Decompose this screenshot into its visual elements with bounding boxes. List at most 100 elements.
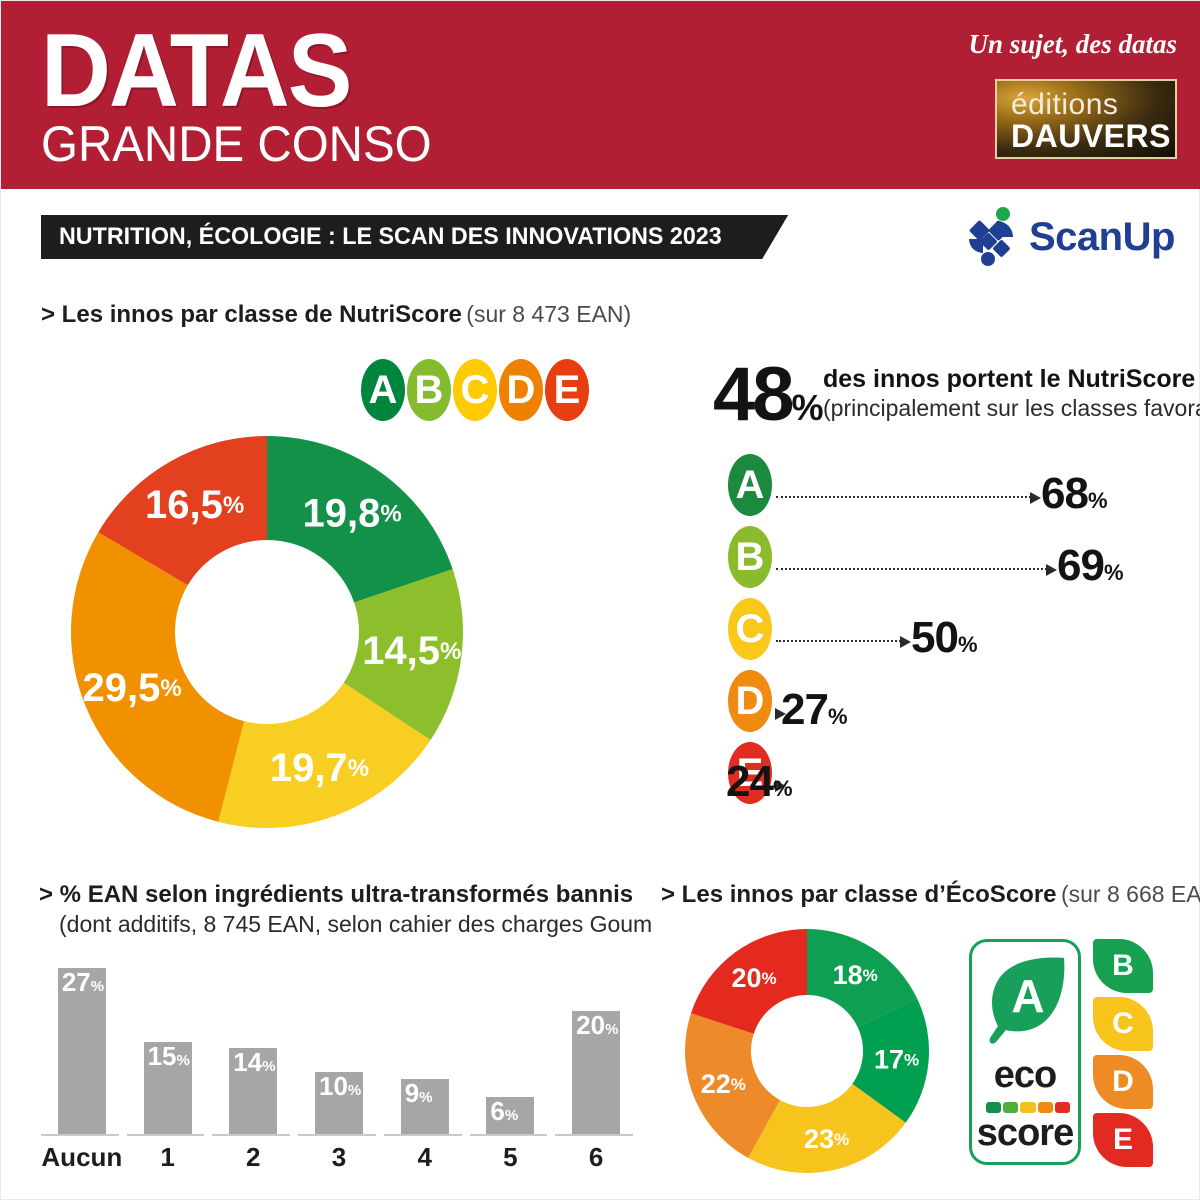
bar-value-label: 10% <box>319 1071 361 1102</box>
axis-tick <box>212 1134 291 1136</box>
bar <box>57 967 106 1134</box>
bar-category-label: 1 <box>160 1142 175 1172</box>
nutriscore-row-value-b: 69% <box>1057 541 1124 591</box>
editions-dauvers-logo: éditions DAUVERS <box>995 79 1177 159</box>
ecoscore-section-heading: > Les innos par classe d’ÉcoScore (sur 8… <box>661 881 1200 909</box>
bar-value-number: 6 <box>490 1096 505 1126</box>
donut-label-a: 19,8% <box>302 491 401 535</box>
donut-label-d: 22% <box>701 1069 746 1099</box>
bar-value-number: 20 <box>576 1009 606 1040</box>
value-number: 69 <box>1057 541 1105 590</box>
value-percent: % <box>827 704 848 729</box>
value-percent: % <box>772 776 793 801</box>
ecoscore-leaf-icon: A <box>989 957 1065 1044</box>
ecoscore-word-eco: eco <box>993 1054 1057 1096</box>
nutriscore-row-value-d: 27% <box>781 685 848 735</box>
nutriscore-badge-c: C <box>453 359 497 421</box>
nutriscore-heading-bold: > Les innos par classe de NutriScore <box>41 301 462 328</box>
scanup-logo: ScanUp <box>961 207 1175 269</box>
adoption-caption-line2: (principalement sur les classes favorabl… <box>823 395 1200 421</box>
brand-subtitle-grande-conso: GRANDE CONSO <box>41 116 432 172</box>
nutriscore-row-badge-b: B <box>728 526 772 588</box>
nutriscore-badge-row: A B C D E <box>361 359 589 421</box>
nutriscore-row-badge-a: A <box>728 454 772 516</box>
bar <box>400 1078 449 1134</box>
donut-slice-e <box>98 436 268 586</box>
donut-label-d: 29,5% <box>83 666 182 710</box>
value-percent: % <box>1103 560 1124 585</box>
bar-column: 9% <box>400 949 449 1134</box>
adoption-number: 48 <box>713 352 795 437</box>
ecoscore-leaf-c: C <box>1093 997 1153 1051</box>
bar-category-label: 4 <box>417 1142 432 1172</box>
nutriscore-row-badge-d: D <box>728 670 772 732</box>
nutriscore-row-badge-c: C <box>728 598 772 660</box>
bar-value-label: 6% <box>490 1096 518 1127</box>
bar-column: 20% <box>572 949 621 1134</box>
bar-column: 27% <box>57 949 106 1134</box>
editions-dauvers-line1: éditions <box>1011 88 1119 121</box>
ecoscore-heading-bold: > Les innos par classe d’ÉcoScore <box>661 881 1057 908</box>
axis-tick <box>555 1134 633 1136</box>
donut-slice-b <box>343 569 463 741</box>
axis-tick <box>126 1134 205 1136</box>
donut-label-b: 14,5% <box>362 629 461 673</box>
ecoscore-donut-chart: 18% 17% 23% 22% 20% <box>685 929 929 1173</box>
brand-tagline: Un sujet, des datas <box>968 29 1177 59</box>
bar-value-label: 15% <box>148 1041 190 1072</box>
ecoscore-color-strip <box>986 1102 1071 1113</box>
ecoscore-logo-card: A eco score <box>969 939 1081 1165</box>
ecoscore-leaf-d: D <box>1093 1055 1153 1109</box>
bar-value-percent: % <box>504 1107 519 1124</box>
bar-column: 6% <box>486 949 535 1134</box>
nutriscore-badge-a: A <box>361 359 405 421</box>
bar-value-label: 27% <box>62 967 104 998</box>
editions-dauvers-line2: DAUVERS <box>1011 118 1171 154</box>
section-banner: NUTRITION, ÉCOLOGIE : LE SCAN DES INNOVA… <box>41 215 788 259</box>
donut-slice-c <box>748 1083 906 1173</box>
bar-value-percent: % <box>347 1082 362 1100</box>
nutriscore-row-value-e: 24% <box>726 757 793 807</box>
bar <box>229 1047 278 1134</box>
value-number: 27 <box>781 685 829 734</box>
value-percent: % <box>1087 488 1108 513</box>
donut-slice-a <box>807 929 918 1028</box>
bar-value-label: 20% <box>576 1010 618 1041</box>
bar-category-label: 5 <box>503 1142 518 1172</box>
donut-slice-d <box>685 1013 781 1158</box>
donut-slice-a <box>267 436 453 603</box>
value-number: 68 <box>1041 469 1089 518</box>
donut-slice-d <box>70 532 245 822</box>
ultra-transformes-bar-chart: 27% 15% 14% 10% 9% 6% 20% <box>39 949 639 1136</box>
bar-category-label: Aucun <box>41 1142 123 1172</box>
scanup-wordmark: ScanUp <box>1029 215 1175 259</box>
svg-text:A: A <box>1011 970 1044 1022</box>
brand-title-datas: DATAS <box>41 13 352 129</box>
bar-value-number: 10 <box>319 1071 348 1102</box>
nutriscore-row-badge-e: E <box>728 742 772 804</box>
nutriscore-donut-chart: 19,8% 14,5% 19,7% 29,5% 16,5% <box>70 436 463 828</box>
nutriscore-donut-svg: 19,8% 14,5% 19,7% 29,5% 16,5% <box>70 436 463 828</box>
adoption-caption-line1: des innos portent le NutriScore <box>823 365 1196 393</box>
bar-value-percent: % <box>262 1057 276 1075</box>
donut-label-c: 23% <box>804 1124 849 1154</box>
axis-tick <box>41 1134 119 1136</box>
bar-column: 15% <box>143 949 192 1134</box>
bar-heading-bold: > % EAN selon ingrédients ultra-transfor… <box>39 881 634 908</box>
bar-value-label: 9% <box>405 1078 433 1109</box>
nutriscore-adoption-big-number: 48% <box>713 357 824 446</box>
adoption-percent-sign: % <box>791 387 824 428</box>
nutriscore-badge-b: B <box>407 359 451 421</box>
ecoscore-word-score: score <box>976 1112 1074 1154</box>
ecoscore-leaf-e: E <box>1093 1113 1153 1167</box>
scanup-mark-icon <box>969 207 1013 266</box>
nutriscore-row-value-c: 50% <box>911 613 978 663</box>
axis-tick <box>298 1134 376 1136</box>
bar-value-number: 27 <box>61 966 91 997</box>
bar <box>572 1010 621 1134</box>
bar-value-percent: % <box>90 977 105 995</box>
value-percent: % <box>957 632 978 657</box>
bar-value-percent: % <box>419 1088 433 1106</box>
ecoscore-heading-light: (sur 8 668 EAN) <box>1060 881 1200 907</box>
